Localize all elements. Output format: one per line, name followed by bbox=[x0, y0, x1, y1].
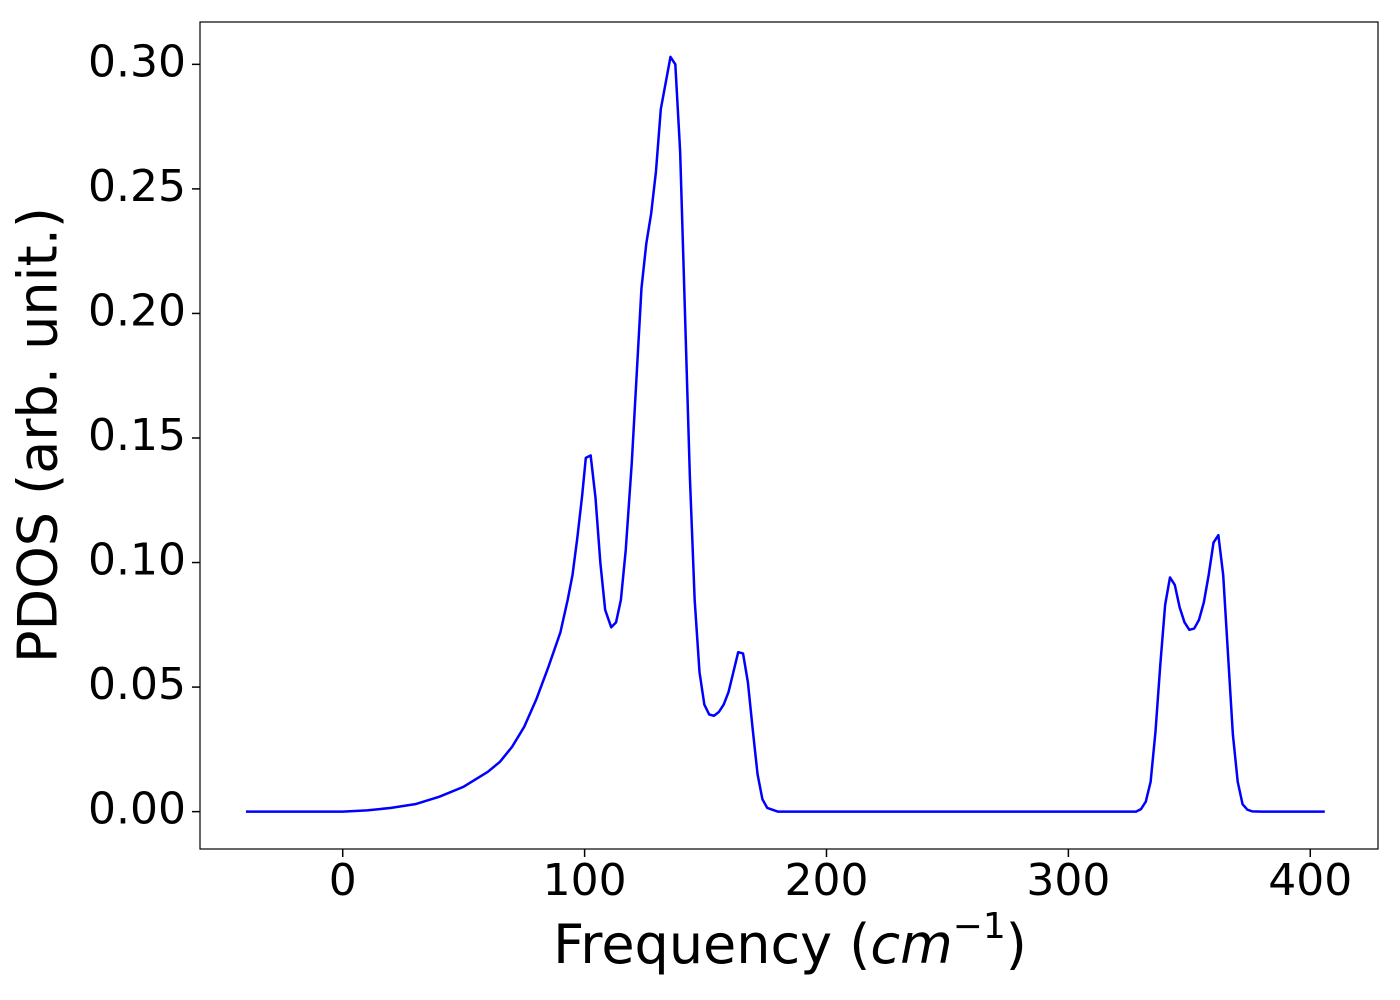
x-label-text: Frequency ( bbox=[553, 913, 870, 976]
y-tick-label: 0.25 bbox=[88, 161, 186, 212]
plot-frame bbox=[199, 21, 1379, 850]
x-tick-label: 300 bbox=[1026, 855, 1110, 906]
x-label-unit: cm bbox=[870, 913, 952, 976]
y-tick-label: 0.05 bbox=[88, 659, 186, 710]
x-axis-label: Frequency (cm−1) bbox=[553, 906, 1027, 976]
x-tick-label: 400 bbox=[1268, 855, 1352, 906]
data-line bbox=[245, 55, 1325, 813]
y-axis-label: PDOS (arb. unit.) bbox=[7, 207, 70, 663]
y-tick-label: 0.00 bbox=[88, 784, 186, 835]
y-tick-label: 0.30 bbox=[88, 36, 186, 87]
x-label-exponent: −1 bbox=[953, 906, 1006, 947]
y-tick-label: 0.10 bbox=[88, 535, 186, 586]
x-tick-label: 100 bbox=[543, 855, 627, 906]
x-tick-label: 0 bbox=[329, 855, 357, 906]
x-tick-label: 200 bbox=[785, 855, 869, 906]
y-tick-label: 0.20 bbox=[88, 285, 186, 336]
y-tick-label: 0.15 bbox=[88, 410, 186, 461]
x-label-text: ) bbox=[1006, 913, 1027, 976]
